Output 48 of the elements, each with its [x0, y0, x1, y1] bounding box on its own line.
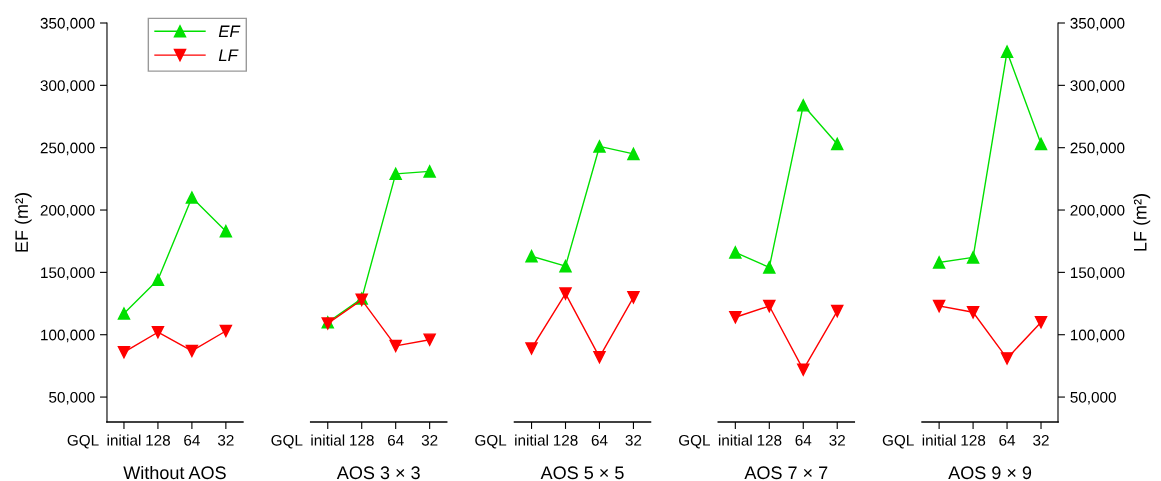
text: AOS 9 × 9	[948, 466, 1032, 480]
y-tick-label: 250,000	[40, 142, 95, 156]
x-tick-label: GQL	[679, 434, 710, 449]
y-tick-label: 150,000	[41, 267, 95, 280]
x-tick-label: 32	[1033, 434, 1049, 446]
x-tick-label: 128	[553, 434, 578, 446]
y2-tick-label: 250,000	[1070, 142, 1125, 156]
x-tick-label: 32	[421, 434, 438, 446]
x-tick-label: 64	[387, 434, 404, 446]
x-tick-label: 32	[217, 434, 234, 446]
x-tick-label: 128	[961, 434, 986, 446]
x-tick-label: 64	[184, 434, 200, 446]
x-tick-label: GQL	[882, 434, 914, 449]
y2-tick-label: 200,000	[1070, 204, 1125, 218]
x-tick-label: GQL	[271, 434, 303, 449]
x-tick-label: 32	[829, 434, 845, 446]
x-tick-label: initial	[311, 434, 345, 446]
legend-label: LF	[218, 49, 239, 61]
legend-label: EF	[218, 25, 241, 38]
x-tick-label: GQL	[475, 434, 507, 449]
y-tick-label: 100,000	[41, 329, 95, 343]
y2-tick-label: 150,000	[1070, 267, 1125, 280]
x-tick-label: 128	[350, 434, 374, 446]
text: Without AOS	[123, 465, 226, 480]
y-axis-title: EF (m²)	[14, 193, 32, 252]
x-tick-label: initial	[107, 434, 141, 446]
x-tick-label: 32	[625, 434, 642, 446]
x-tick-label: 128	[146, 434, 171, 446]
y-tick-label: 350,000	[40, 17, 95, 31]
y2-tick-label: 50,000	[1070, 391, 1116, 405]
text: AOS 5 × 5	[540, 466, 624, 480]
y-tick-label: 200,000	[40, 204, 95, 218]
x-tick-label: GQL	[67, 434, 99, 449]
y2-tick-label: 300,000	[1070, 80, 1125, 93]
text: AOS 7 × 7	[744, 466, 828, 480]
x-tick-label: initial	[922, 434, 956, 446]
x-tick-label: 64	[591, 434, 608, 446]
y2-tick-label: 100,000	[1070, 329, 1125, 343]
y-tick-label: 50,000	[49, 391, 95, 405]
y-tick-label: 300,000	[40, 80, 95, 93]
x-tick-label: initial	[515, 434, 548, 446]
text: AOS 3 × 3	[336, 466, 420, 480]
x-tick-label: 64	[999, 434, 1016, 446]
y2-tick-label: 350,000	[1070, 17, 1125, 31]
y2-axis-title: LF (m²)	[1133, 194, 1151, 251]
x-tick-label: initial	[718, 434, 752, 446]
x-tick-label: 64	[795, 434, 812, 446]
x-tick-label: 128	[757, 434, 782, 446]
